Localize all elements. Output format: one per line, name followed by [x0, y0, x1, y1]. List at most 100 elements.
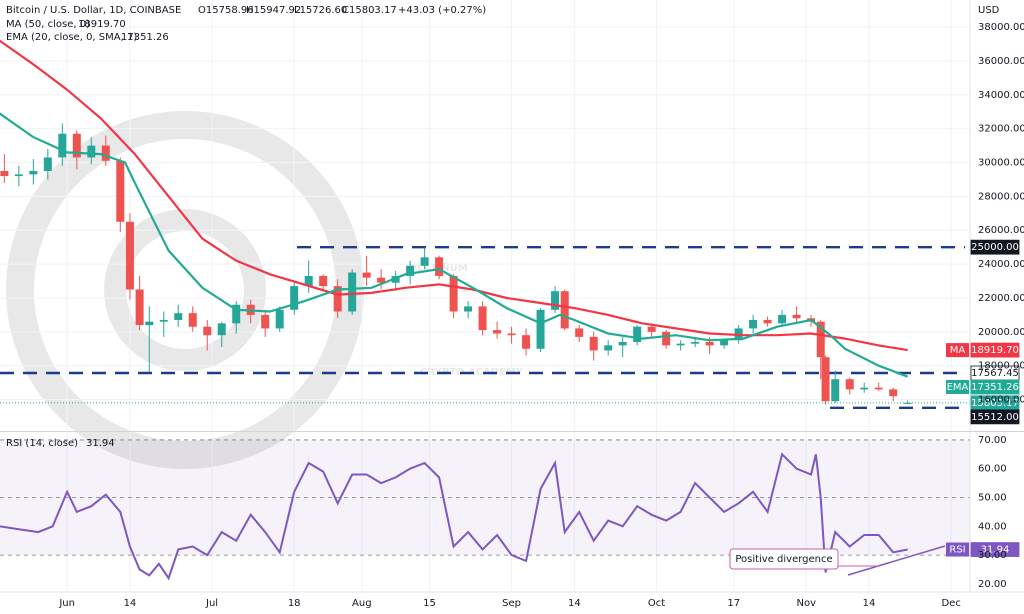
candle-body	[589, 336, 598, 351]
legend-label: EMA (20, close, 0, SMA, 1)	[6, 32, 137, 43]
y-tick-label: 16000.00	[978, 395, 1024, 406]
ohlc-value: H15947.92	[246, 5, 301, 16]
candle-body	[304, 275, 313, 287]
candle-body	[232, 304, 241, 324]
tag-value: 15803.17	[971, 398, 1019, 409]
candle-body	[435, 257, 444, 276]
candle-body	[536, 309, 545, 349]
candle-body	[604, 345, 613, 351]
candle-body	[43, 157, 52, 171]
candle-body	[618, 341, 627, 346]
y-tick-label: 32000.00	[978, 124, 1024, 135]
y-tick-label: 20.00	[978, 579, 1007, 590]
grid	[0, 0, 970, 592]
axis-tag: 18919.70 MA	[946, 342, 1020, 358]
tag-value: 31.94	[981, 545, 1010, 556]
series-line	[0, 452, 908, 581]
y-tick-label: 22000.00	[978, 293, 1024, 304]
tag-value: 25000.00	[971, 242, 1019, 253]
candle-body	[493, 330, 502, 334]
tag-box	[970, 379, 1020, 395]
legend-label: MA (50, close, 0)	[6, 19, 90, 30]
candle-body	[159, 319, 168, 322]
candle-body	[522, 335, 531, 349]
series-line	[0, 39, 908, 352]
candle-body	[275, 309, 284, 329]
candle-body	[691, 341, 700, 344]
tag-name-box	[946, 379, 969, 394]
candle-body	[821, 357, 830, 402]
legend-value: 17351.26	[121, 32, 169, 43]
candle-body	[816, 321, 825, 358]
candle-body	[333, 286, 342, 312]
ohlc-value: L15726.60	[294, 5, 347, 16]
candle-body	[763, 319, 772, 324]
x-tick-label: 17	[727, 598, 740, 609]
y-tick-label: 28000.00	[978, 191, 1024, 202]
candle-body	[831, 379, 840, 402]
candle-body	[72, 133, 81, 158]
x-tick-label: Nov	[796, 598, 816, 609]
candle-body	[174, 313, 183, 320]
y-tick-label: 60.00	[978, 464, 1007, 475]
tag-name: EMA	[947, 382, 969, 393]
candle-body	[14, 174, 23, 177]
y-tick-label: 26000.00	[978, 225, 1024, 236]
axis-tag: 31.94 RSI	[946, 542, 1020, 557]
x-tick-label: 14	[124, 598, 137, 609]
ohlc-value: C15803.17	[342, 5, 397, 16]
candle-body	[348, 272, 357, 312]
x-tick-label: Aug	[352, 598, 372, 609]
y-tick-label: 70.00	[978, 435, 1007, 446]
legend-value: 31.94	[86, 438, 115, 449]
x-tick-label: 14	[568, 598, 581, 609]
x-tick-label: Jul	[205, 598, 218, 609]
y-tick-label: 18000.00	[978, 361, 1024, 372]
candle-body	[647, 326, 656, 332]
axis-tag: 15512.00	[970, 409, 1020, 425]
candle-body	[478, 306, 487, 331]
candle-body	[145, 321, 154, 326]
candle-body	[116, 160, 125, 222]
x-tick-label: Sep	[502, 598, 521, 609]
tag-name: MA	[950, 345, 966, 356]
candle-body	[87, 145, 96, 158]
candle-body	[720, 340, 729, 346]
y-tick-label: 38000.00	[978, 22, 1024, 33]
candle-body	[203, 326, 212, 336]
candle-body	[58, 133, 67, 158]
ohlc-value: +43.03 (+0.27%)	[398, 5, 486, 16]
axis-tag: 25000.00	[970, 239, 1020, 255]
legend-value: 18919.70	[78, 19, 126, 30]
tag-value: 17567.45	[971, 368, 1019, 379]
tag-name-box	[946, 343, 969, 358]
plot: Positive divergence	[0, 39, 970, 581]
candle-body	[560, 291, 569, 329]
candle-body	[261, 314, 270, 329]
x-tick-label: 14	[863, 598, 876, 609]
candle-body	[889, 389, 898, 397]
candle-body	[507, 333, 516, 336]
candle-body	[406, 265, 415, 276]
candle-body	[575, 328, 584, 337]
candle-body	[188, 313, 197, 327]
candle-body	[0, 170, 9, 177]
axis-label: USD	[978, 5, 1000, 16]
candle-body	[551, 291, 560, 310]
candle-body	[860, 387, 869, 390]
x-tick-label: Jun	[58, 598, 75, 609]
axis-tag: 15803.17	[970, 395, 1020, 411]
candle-body	[749, 319, 758, 329]
candle-body	[705, 341, 714, 346]
tag-box	[970, 239, 1020, 255]
candle-body	[874, 387, 883, 390]
y-tick-label: 50.00	[978, 493, 1007, 504]
watermark-logo	[104, 209, 266, 371]
ohlc-value: O15758.96	[198, 5, 254, 16]
x-tick-label: Dec	[941, 598, 960, 609]
candle-body	[217, 323, 226, 336]
tag-box	[970, 409, 1020, 425]
candle-body	[633, 326, 642, 342]
